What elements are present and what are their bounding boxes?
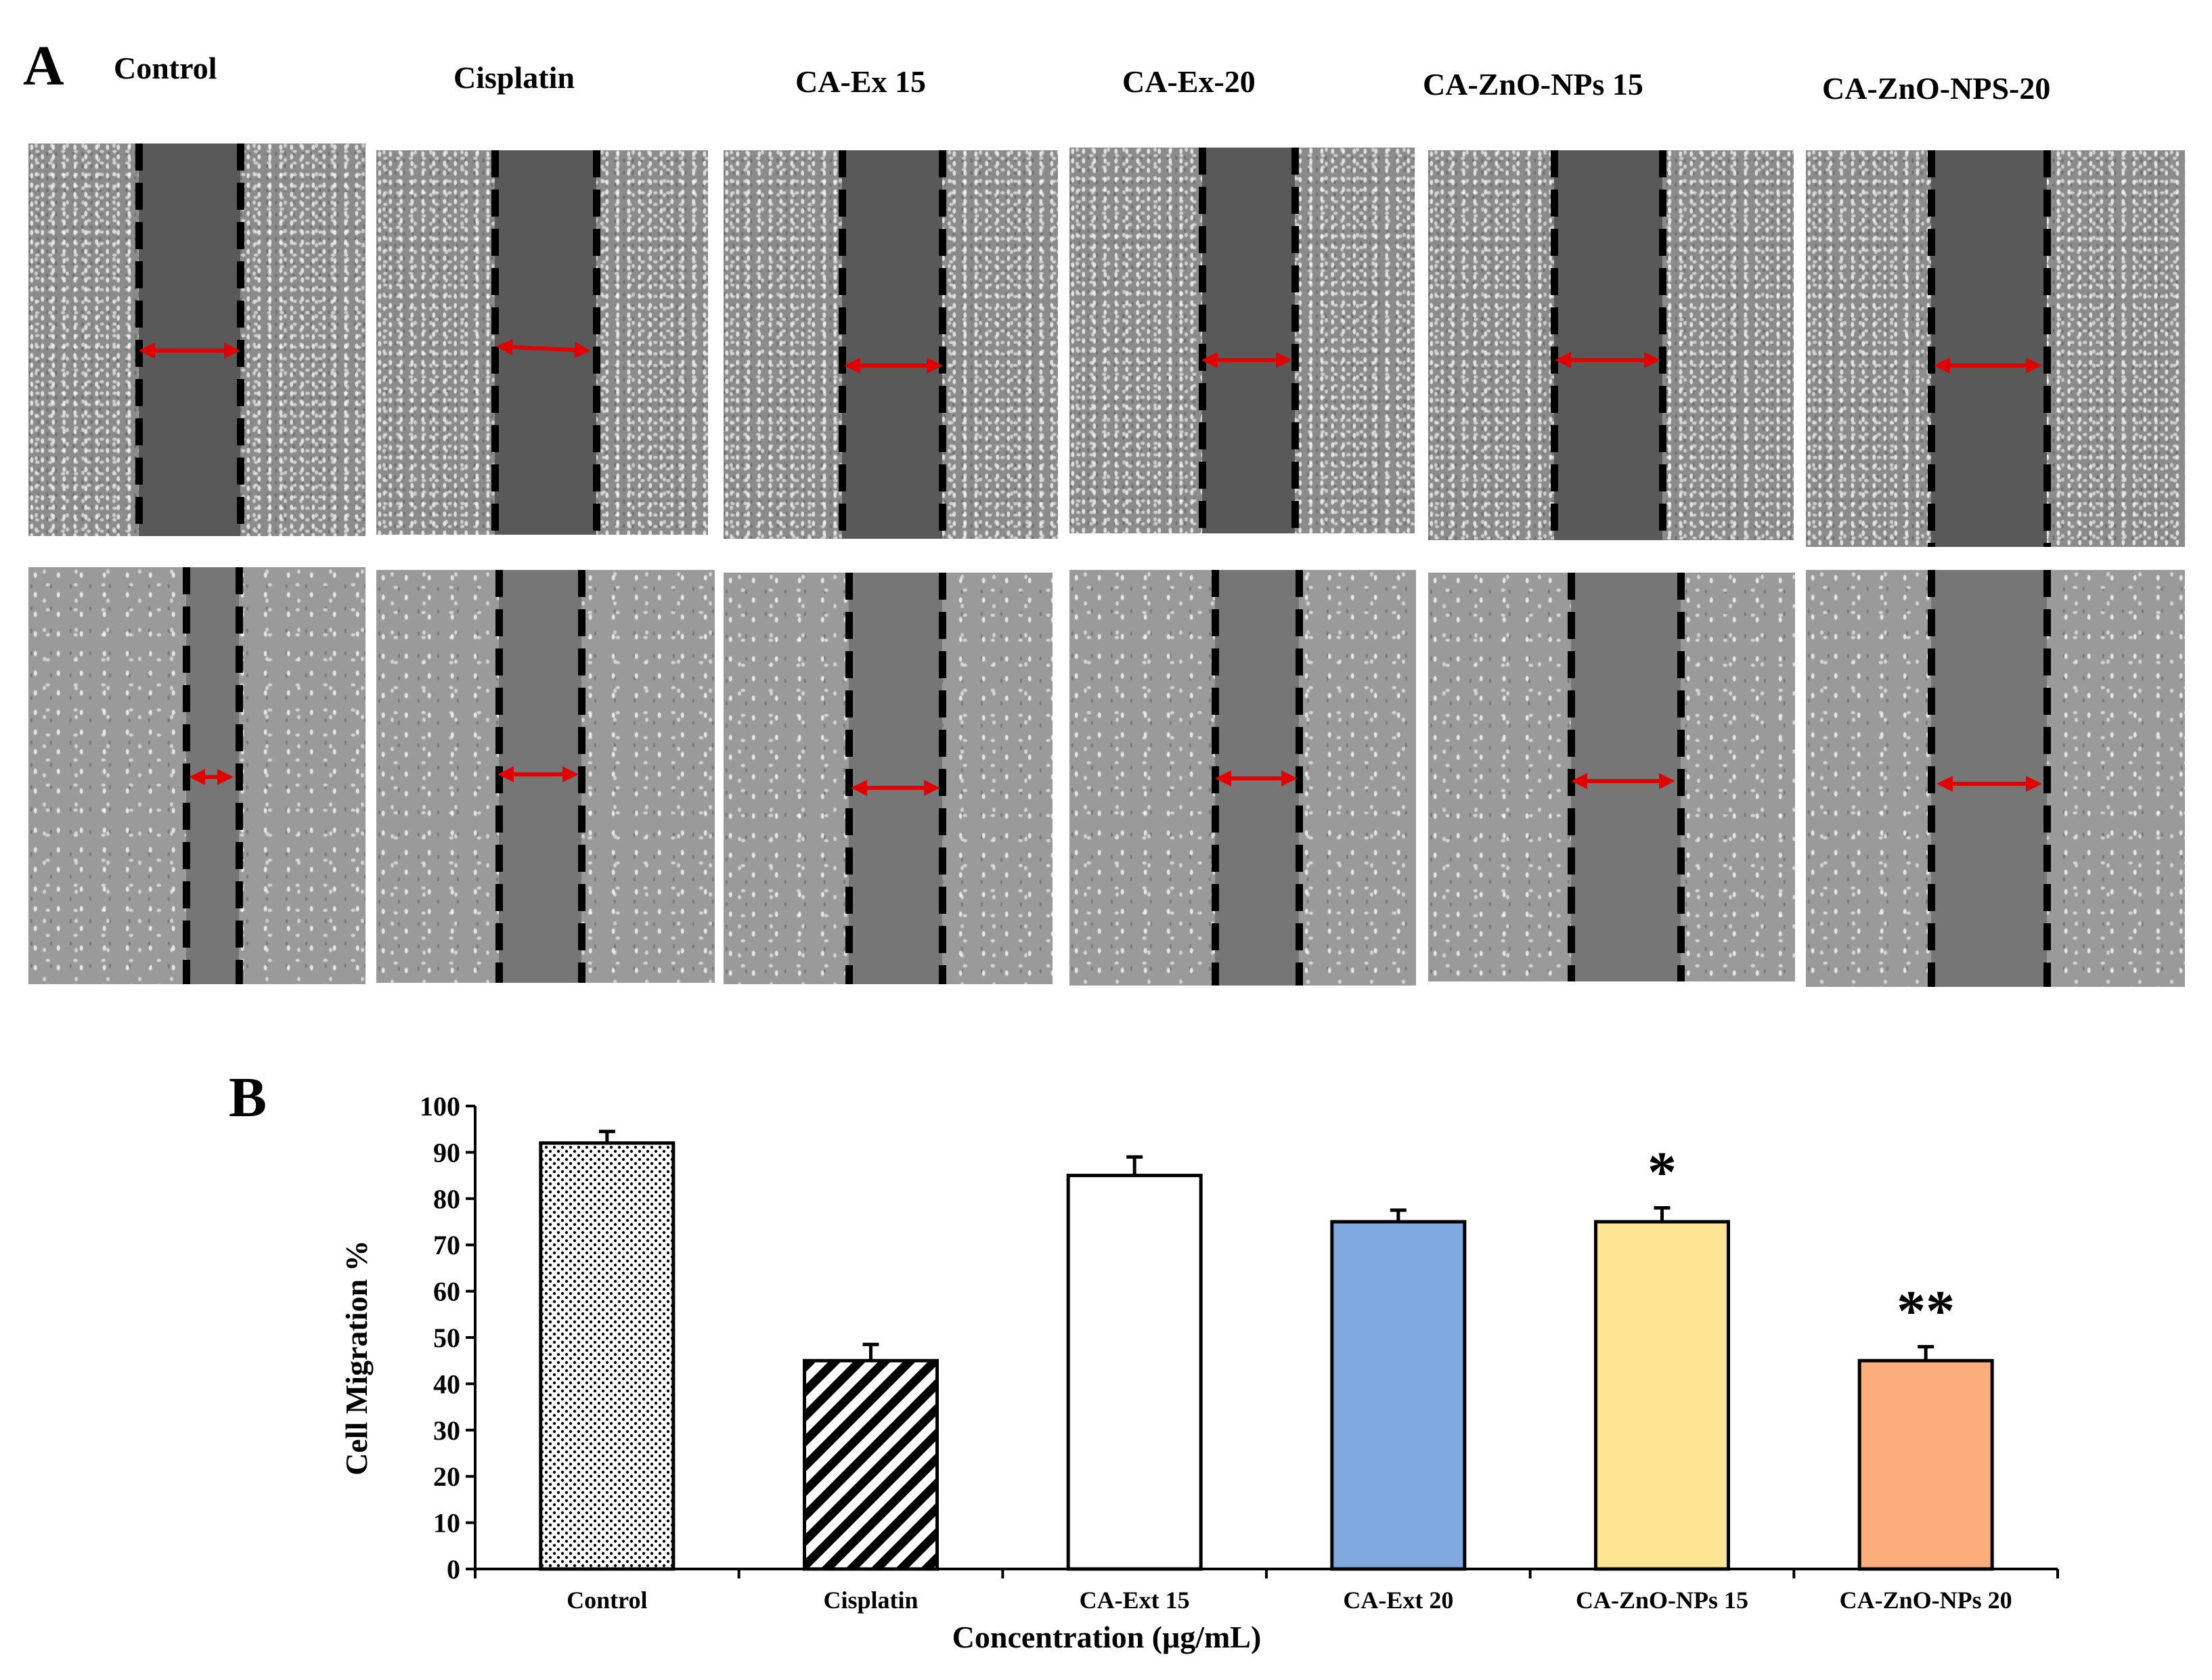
bar-4	[1594, 1220, 1730, 1571]
bar-1	[803, 1358, 939, 1571]
bar-3	[1330, 1220, 1467, 1571]
micrograph-control-0h	[28, 143, 366, 536]
x-tick-label-5: CA-ZnO-NPs 20	[1840, 1587, 2012, 1614]
y-axis-label: Cell Migration %	[339, 1240, 374, 1476]
x-tick-label-1: Cisplatin	[823, 1587, 918, 1614]
y-tick-label: 0	[447, 1554, 460, 1585]
significance-label: **	[1897, 1279, 1955, 1344]
micrograph-cisplatin-24h	[376, 570, 715, 983]
y-tick-label: 30	[433, 1415, 460, 1446]
panel-a-label: A	[23, 35, 64, 97]
y-tick-label: 100	[420, 1091, 460, 1122]
column-label-ca-ex-15: CA-Ex 15	[795, 64, 926, 99]
y-tick-label: 10	[433, 1508, 460, 1539]
micrograph-ca-ex-15-24h	[724, 573, 1053, 984]
micrograph-ca-zno-nps-20-0h	[1806, 150, 2185, 547]
y-tick-label: 60	[433, 1277, 460, 1307]
x-axis-label: Concentration (μg/mL)	[952, 1620, 1262, 1654]
gap-width-arrows	[139, 338, 2042, 796]
arrow-cisplatin-0h	[496, 338, 591, 359]
y-tick-label: 20	[433, 1461, 460, 1492]
y-tick-label: 90	[433, 1137, 460, 1168]
x-tick-label-4: CA-ZnO-NPs 15	[1576, 1587, 1748, 1614]
x-tick-label-3: CA-Ext 20	[1343, 1587, 1453, 1614]
column-label-ca-zno-nps-20: CA-ZnO-NPS-20	[1822, 71, 2051, 106]
micrograph-ca-ex-15-0h	[724, 150, 1058, 539]
y-tick-label: 50	[433, 1323, 460, 1353]
x-tick-label-2: CA-Ext 15	[1080, 1587, 1190, 1614]
bar-5	[1857, 1358, 1994, 1571]
bar-0	[539, 1141, 676, 1571]
panel-b-label: B	[229, 1066, 267, 1129]
column-label-ca-ex-20: CA-Ex-20	[1122, 64, 1256, 99]
column-label-ca-zno-nps-15: CA-ZnO-NPs 15	[1423, 67, 1643, 102]
column-label-cisplatin: Cisplatin	[454, 60, 575, 95]
micrograph-ca-zno-nps-15-0h	[1428, 150, 1794, 540]
y-tick-label: 40	[433, 1369, 460, 1399]
y-tick-label: 70	[433, 1230, 460, 1260]
x-tick-label-0: Control	[567, 1587, 647, 1614]
bar-2	[1066, 1174, 1203, 1571]
significance-label: *	[1647, 1139, 1677, 1204]
micrograph-ca-ex-20-0h	[1069, 148, 1415, 533]
y-tick-label: 80	[433, 1184, 460, 1214]
column-label-control: Control	[114, 51, 217, 85]
